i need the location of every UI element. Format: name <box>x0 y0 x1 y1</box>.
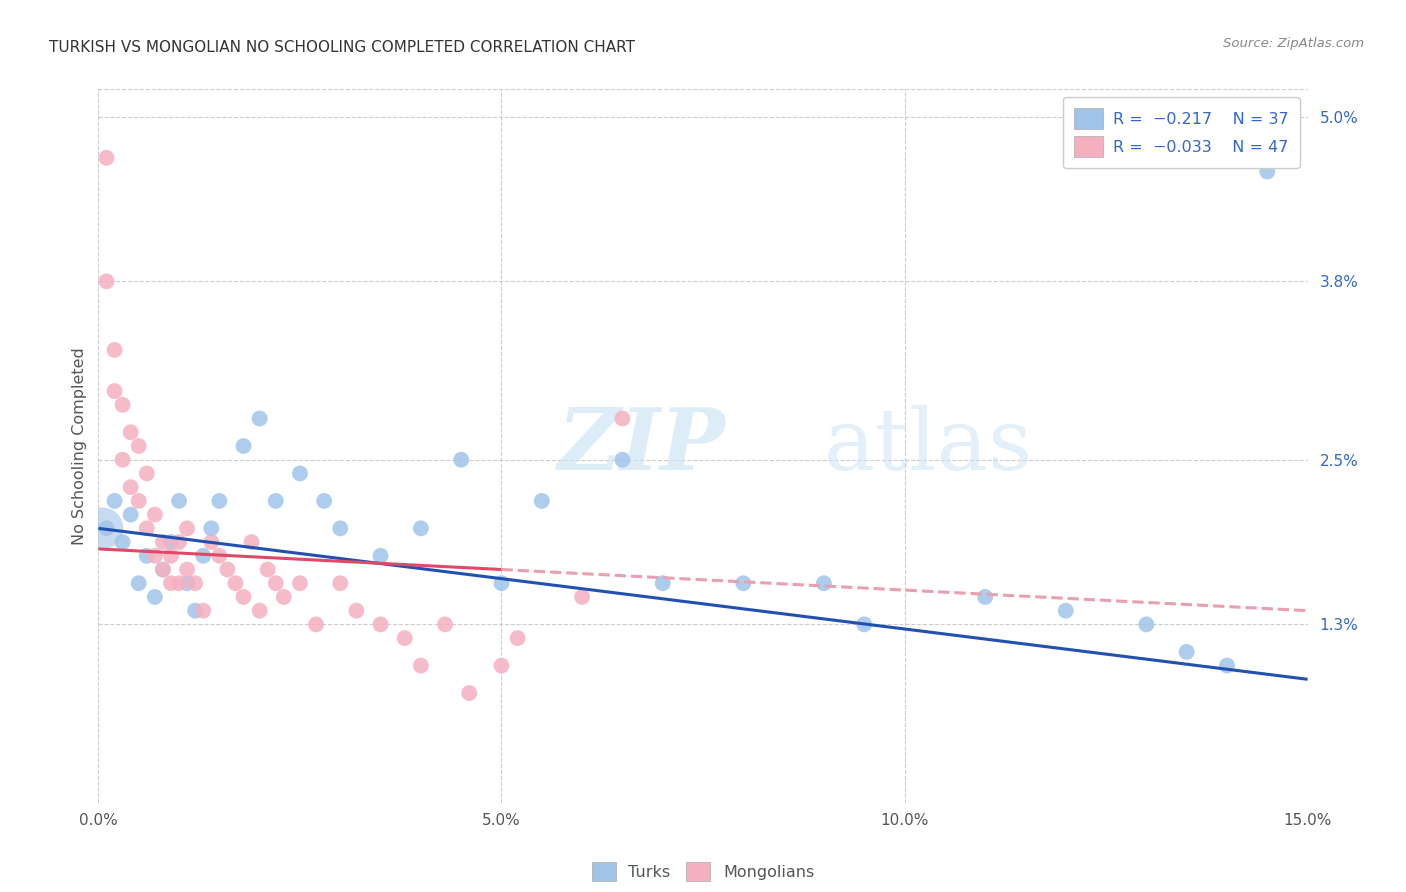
Point <box>450 452 472 467</box>
Point <box>103 384 125 398</box>
Point <box>314 494 336 508</box>
Point <box>184 604 207 618</box>
Point <box>111 452 134 467</box>
Point <box>208 494 231 508</box>
Point <box>409 658 432 673</box>
Point <box>176 562 198 576</box>
Point <box>530 494 553 508</box>
Point <box>143 508 166 522</box>
Point <box>1256 164 1278 178</box>
Point <box>160 535 183 549</box>
Legend: Turks, Mongolians: Turks, Mongolians <box>585 855 821 888</box>
Point <box>160 549 183 563</box>
Point <box>232 439 254 453</box>
Point <box>1216 658 1239 673</box>
Point <box>264 576 287 591</box>
Point <box>813 576 835 591</box>
Point <box>96 521 118 535</box>
Point <box>91 521 114 535</box>
Y-axis label: No Schooling Completed: No Schooling Completed <box>72 347 87 545</box>
Point <box>288 576 311 591</box>
Point <box>120 508 142 522</box>
Point <box>329 576 352 591</box>
Text: atlas: atlas <box>824 404 1033 488</box>
Point <box>224 576 246 591</box>
Point <box>111 535 134 549</box>
Point <box>491 576 513 591</box>
Point <box>128 576 150 591</box>
Point <box>370 549 392 563</box>
Point <box>200 535 222 549</box>
Point <box>152 535 174 549</box>
Point <box>409 521 432 535</box>
Point <box>143 590 166 604</box>
Point <box>288 467 311 481</box>
Point <box>256 562 278 576</box>
Point <box>217 562 239 576</box>
Point <box>305 617 328 632</box>
Point <box>249 411 271 425</box>
Point <box>167 535 190 549</box>
Point <box>135 549 157 563</box>
Point <box>176 521 198 535</box>
Point <box>128 494 150 508</box>
Point <box>176 576 198 591</box>
Point <box>394 631 416 645</box>
Point <box>120 425 142 440</box>
Point <box>167 576 190 591</box>
Point <box>135 521 157 535</box>
Point <box>208 549 231 563</box>
Point <box>128 439 150 453</box>
Text: Source: ZipAtlas.com: Source: ZipAtlas.com <box>1223 37 1364 51</box>
Point <box>853 617 876 632</box>
Point <box>193 549 215 563</box>
Text: ZIP: ZIP <box>558 404 725 488</box>
Point <box>491 658 513 673</box>
Point <box>96 274 118 288</box>
Point <box>974 590 997 604</box>
Point <box>193 604 215 618</box>
Point <box>152 562 174 576</box>
Point <box>167 494 190 508</box>
Point <box>103 494 125 508</box>
Point <box>200 521 222 535</box>
Point <box>651 576 673 591</box>
Point <box>434 617 457 632</box>
Point <box>96 151 118 165</box>
Point <box>506 631 529 645</box>
Point <box>240 535 263 549</box>
Text: TURKISH VS MONGOLIAN NO SCHOOLING COMPLETED CORRELATION CHART: TURKISH VS MONGOLIAN NO SCHOOLING COMPLE… <box>49 40 636 55</box>
Point <box>1175 645 1198 659</box>
Point <box>344 604 367 618</box>
Point <box>733 576 755 591</box>
Point <box>370 617 392 632</box>
Point <box>152 562 174 576</box>
Point <box>571 590 593 604</box>
Point <box>103 343 125 357</box>
Point <box>120 480 142 494</box>
Point <box>232 590 254 604</box>
Point <box>612 452 634 467</box>
Point <box>1054 604 1077 618</box>
Point <box>111 398 134 412</box>
Point <box>329 521 352 535</box>
Point <box>143 549 166 563</box>
Point <box>249 604 271 618</box>
Point <box>1135 617 1157 632</box>
Point <box>160 576 183 591</box>
Point <box>135 467 157 481</box>
Point <box>612 411 634 425</box>
Point <box>458 686 481 700</box>
Point <box>184 576 207 591</box>
Point <box>273 590 295 604</box>
Point <box>264 494 287 508</box>
